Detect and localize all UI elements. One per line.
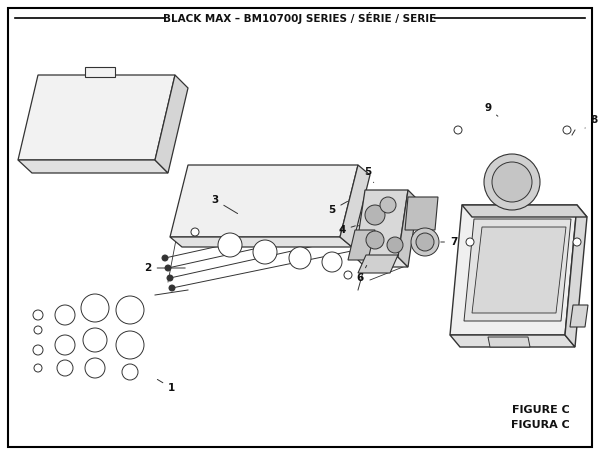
Circle shape xyxy=(322,252,342,272)
Circle shape xyxy=(122,364,138,380)
Circle shape xyxy=(416,233,434,251)
Circle shape xyxy=(218,233,242,257)
Polygon shape xyxy=(355,257,408,267)
Circle shape xyxy=(85,358,105,378)
Circle shape xyxy=(484,154,540,210)
Polygon shape xyxy=(155,75,188,173)
Circle shape xyxy=(492,162,532,202)
Circle shape xyxy=(55,305,75,325)
Text: 1: 1 xyxy=(157,379,175,393)
Text: 9: 9 xyxy=(484,103,498,116)
Circle shape xyxy=(366,231,384,249)
Polygon shape xyxy=(18,75,175,160)
Polygon shape xyxy=(85,67,115,77)
Polygon shape xyxy=(340,165,370,247)
Text: 4: 4 xyxy=(338,225,355,235)
Circle shape xyxy=(34,364,42,372)
Polygon shape xyxy=(464,219,571,321)
Circle shape xyxy=(33,310,43,320)
Polygon shape xyxy=(170,237,352,247)
Circle shape xyxy=(344,271,352,279)
Text: 8: 8 xyxy=(585,115,597,128)
Polygon shape xyxy=(450,205,577,335)
Circle shape xyxy=(573,238,581,246)
Text: 7: 7 xyxy=(441,237,457,247)
Text: 2: 2 xyxy=(145,263,185,273)
Polygon shape xyxy=(170,165,358,237)
Circle shape xyxy=(365,205,385,225)
Polygon shape xyxy=(405,197,438,230)
Circle shape xyxy=(289,247,311,269)
Polygon shape xyxy=(565,205,587,347)
Text: 3: 3 xyxy=(211,195,238,213)
Text: BLACK MAX – BM10700J SERIES / SÉRIE / SERIE: BLACK MAX – BM10700J SERIES / SÉRIE / SE… xyxy=(163,12,437,24)
Circle shape xyxy=(81,294,109,322)
Circle shape xyxy=(563,126,571,134)
Circle shape xyxy=(34,326,42,334)
Circle shape xyxy=(83,328,107,352)
Polygon shape xyxy=(472,227,566,313)
Circle shape xyxy=(116,296,144,324)
Polygon shape xyxy=(450,335,575,347)
Circle shape xyxy=(165,265,171,271)
Circle shape xyxy=(167,275,173,281)
Text: 6: 6 xyxy=(356,265,367,283)
Polygon shape xyxy=(398,190,418,267)
Text: FIGURE C: FIGURE C xyxy=(512,405,570,415)
Text: 5: 5 xyxy=(364,167,374,182)
Polygon shape xyxy=(358,255,398,273)
Text: FIGURA C: FIGURA C xyxy=(511,420,570,430)
Polygon shape xyxy=(570,305,588,327)
Circle shape xyxy=(55,335,75,355)
Circle shape xyxy=(191,228,199,236)
Circle shape xyxy=(411,228,439,256)
Polygon shape xyxy=(488,337,530,347)
Circle shape xyxy=(454,126,462,134)
Circle shape xyxy=(116,331,144,359)
Circle shape xyxy=(33,345,43,355)
Polygon shape xyxy=(462,205,587,217)
Circle shape xyxy=(387,237,403,253)
Text: 5: 5 xyxy=(328,202,347,215)
Circle shape xyxy=(253,240,277,264)
Polygon shape xyxy=(355,190,408,257)
Circle shape xyxy=(380,197,396,213)
Circle shape xyxy=(162,255,168,261)
Polygon shape xyxy=(18,160,168,173)
Circle shape xyxy=(466,238,474,246)
Polygon shape xyxy=(348,230,375,260)
Circle shape xyxy=(169,285,175,291)
Circle shape xyxy=(57,360,73,376)
